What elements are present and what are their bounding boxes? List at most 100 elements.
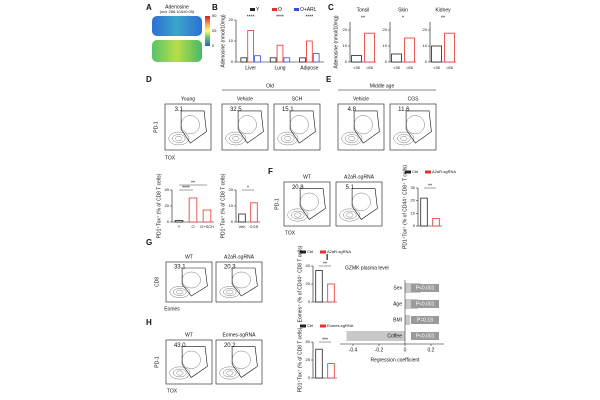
panel-label: B xyxy=(212,3,218,12)
panel-label: D xyxy=(146,75,152,84)
panel-label: I xyxy=(326,253,328,262)
panel-label: A xyxy=(146,3,152,12)
y-tick-label: 10 xyxy=(343,43,348,48)
bar xyxy=(254,55,261,63)
gate-value: 33.1 xyxy=(174,264,186,270)
bar xyxy=(283,57,291,63)
bar xyxy=(327,283,335,303)
contour xyxy=(223,288,237,296)
contour xyxy=(339,208,361,222)
bar xyxy=(276,44,284,63)
contour xyxy=(393,131,415,146)
legend-swatch xyxy=(272,8,277,11)
contour xyxy=(294,212,302,218)
bar xyxy=(432,217,440,227)
legend-swatch xyxy=(300,250,306,254)
legend-swatch xyxy=(320,250,326,254)
bar xyxy=(174,219,184,223)
bar xyxy=(405,315,411,325)
gate xyxy=(353,110,380,144)
y-tick-label: 30 xyxy=(411,185,416,190)
flow-frame xyxy=(337,103,385,151)
bar xyxy=(346,331,405,341)
y-tick-label: 10 xyxy=(411,210,416,215)
x-axis-label: TOX xyxy=(165,155,176,161)
legend-label: A2aR-sgRNA xyxy=(327,249,351,254)
y-axis-label: PD-1 xyxy=(154,356,160,368)
p-label: P<0.001 xyxy=(416,333,435,339)
significance: **** xyxy=(182,185,190,191)
x-tick-label: >65 xyxy=(406,65,414,70)
gate xyxy=(180,110,207,144)
y-axis-label: PD1⁺Tox⁺ (% of CD8 T cells) xyxy=(156,173,162,238)
gate-value: 20.3 xyxy=(224,264,236,270)
p-box xyxy=(411,332,439,340)
significance: ** xyxy=(428,183,432,189)
x-tick-label: Adipose xyxy=(300,65,318,71)
p-label: P<0.001 xyxy=(416,285,435,291)
x-tick-label: >65 xyxy=(366,65,374,70)
flow-frame xyxy=(335,181,383,227)
y-tick-label: 20 xyxy=(423,27,428,32)
contour xyxy=(168,131,190,146)
flow-frame xyxy=(389,103,437,151)
plot-title: A2aR-sgRNA xyxy=(224,254,255,260)
y-axis-label: Adenosine (nmol/10mg) xyxy=(220,14,226,67)
p-box xyxy=(411,284,439,292)
significance: **** xyxy=(305,14,313,20)
flow-frame xyxy=(165,261,213,303)
panel-label: C xyxy=(328,3,334,12)
bar xyxy=(188,197,198,223)
contour xyxy=(219,286,241,298)
contour xyxy=(284,135,292,142)
y-tick-label: 0 xyxy=(308,299,311,304)
gate xyxy=(237,110,264,144)
y-axis-label: PD-1 xyxy=(274,198,280,210)
flow-frame xyxy=(164,103,212,151)
flow-frame xyxy=(273,103,321,151)
bar xyxy=(444,32,455,63)
gate xyxy=(299,188,326,220)
y-tick-label: 20 xyxy=(229,17,234,22)
tissue-title: Skin xyxy=(398,7,408,13)
y-tick-label: 0 xyxy=(231,219,234,224)
significance: ** xyxy=(441,15,445,21)
plot-title: Eomes-sgRNA xyxy=(222,332,256,338)
panel-title: Adenosine xyxy=(165,4,189,10)
contour xyxy=(173,368,187,378)
contour xyxy=(281,134,295,143)
y-tick-label: 10 xyxy=(423,43,428,48)
x-tick-label: Liver xyxy=(245,65,256,71)
y-axis-label: Adenosine (nmol/10mg) xyxy=(333,15,339,68)
panel-title: GZMK plasma level xyxy=(345,265,389,271)
gate-value: 4.8 xyxy=(348,107,357,113)
gate-value: 5.1 xyxy=(346,185,355,191)
legend-label: Eomes-sgRNA xyxy=(327,323,354,328)
tissue-title: Kidney xyxy=(435,7,451,13)
x-axis-label: TOX xyxy=(167,388,178,394)
bar xyxy=(315,270,323,303)
y-tick-label: 10 xyxy=(229,203,234,208)
y-tick-label: 0 xyxy=(413,223,416,228)
legend-label: Y xyxy=(256,7,260,13)
category-label: BMI xyxy=(393,317,402,323)
contour xyxy=(223,368,237,378)
x-tick-label: <35 xyxy=(393,65,401,70)
contour xyxy=(345,134,359,143)
contour xyxy=(169,366,191,380)
group-title: Old xyxy=(266,83,274,89)
bar xyxy=(404,37,415,63)
bar xyxy=(431,45,442,63)
y-axis-label: CD8 xyxy=(154,277,160,287)
bar xyxy=(312,53,320,63)
x-tick-label: Lung xyxy=(274,65,285,71)
colorbar-label: 25 xyxy=(212,28,217,33)
p-box xyxy=(411,316,439,324)
gate xyxy=(181,346,208,378)
gate xyxy=(405,110,432,144)
gate xyxy=(351,188,378,220)
contour xyxy=(169,286,191,298)
contour xyxy=(348,135,356,142)
y-tick-label: 10 xyxy=(229,38,234,43)
plot-title: WT xyxy=(303,174,311,180)
